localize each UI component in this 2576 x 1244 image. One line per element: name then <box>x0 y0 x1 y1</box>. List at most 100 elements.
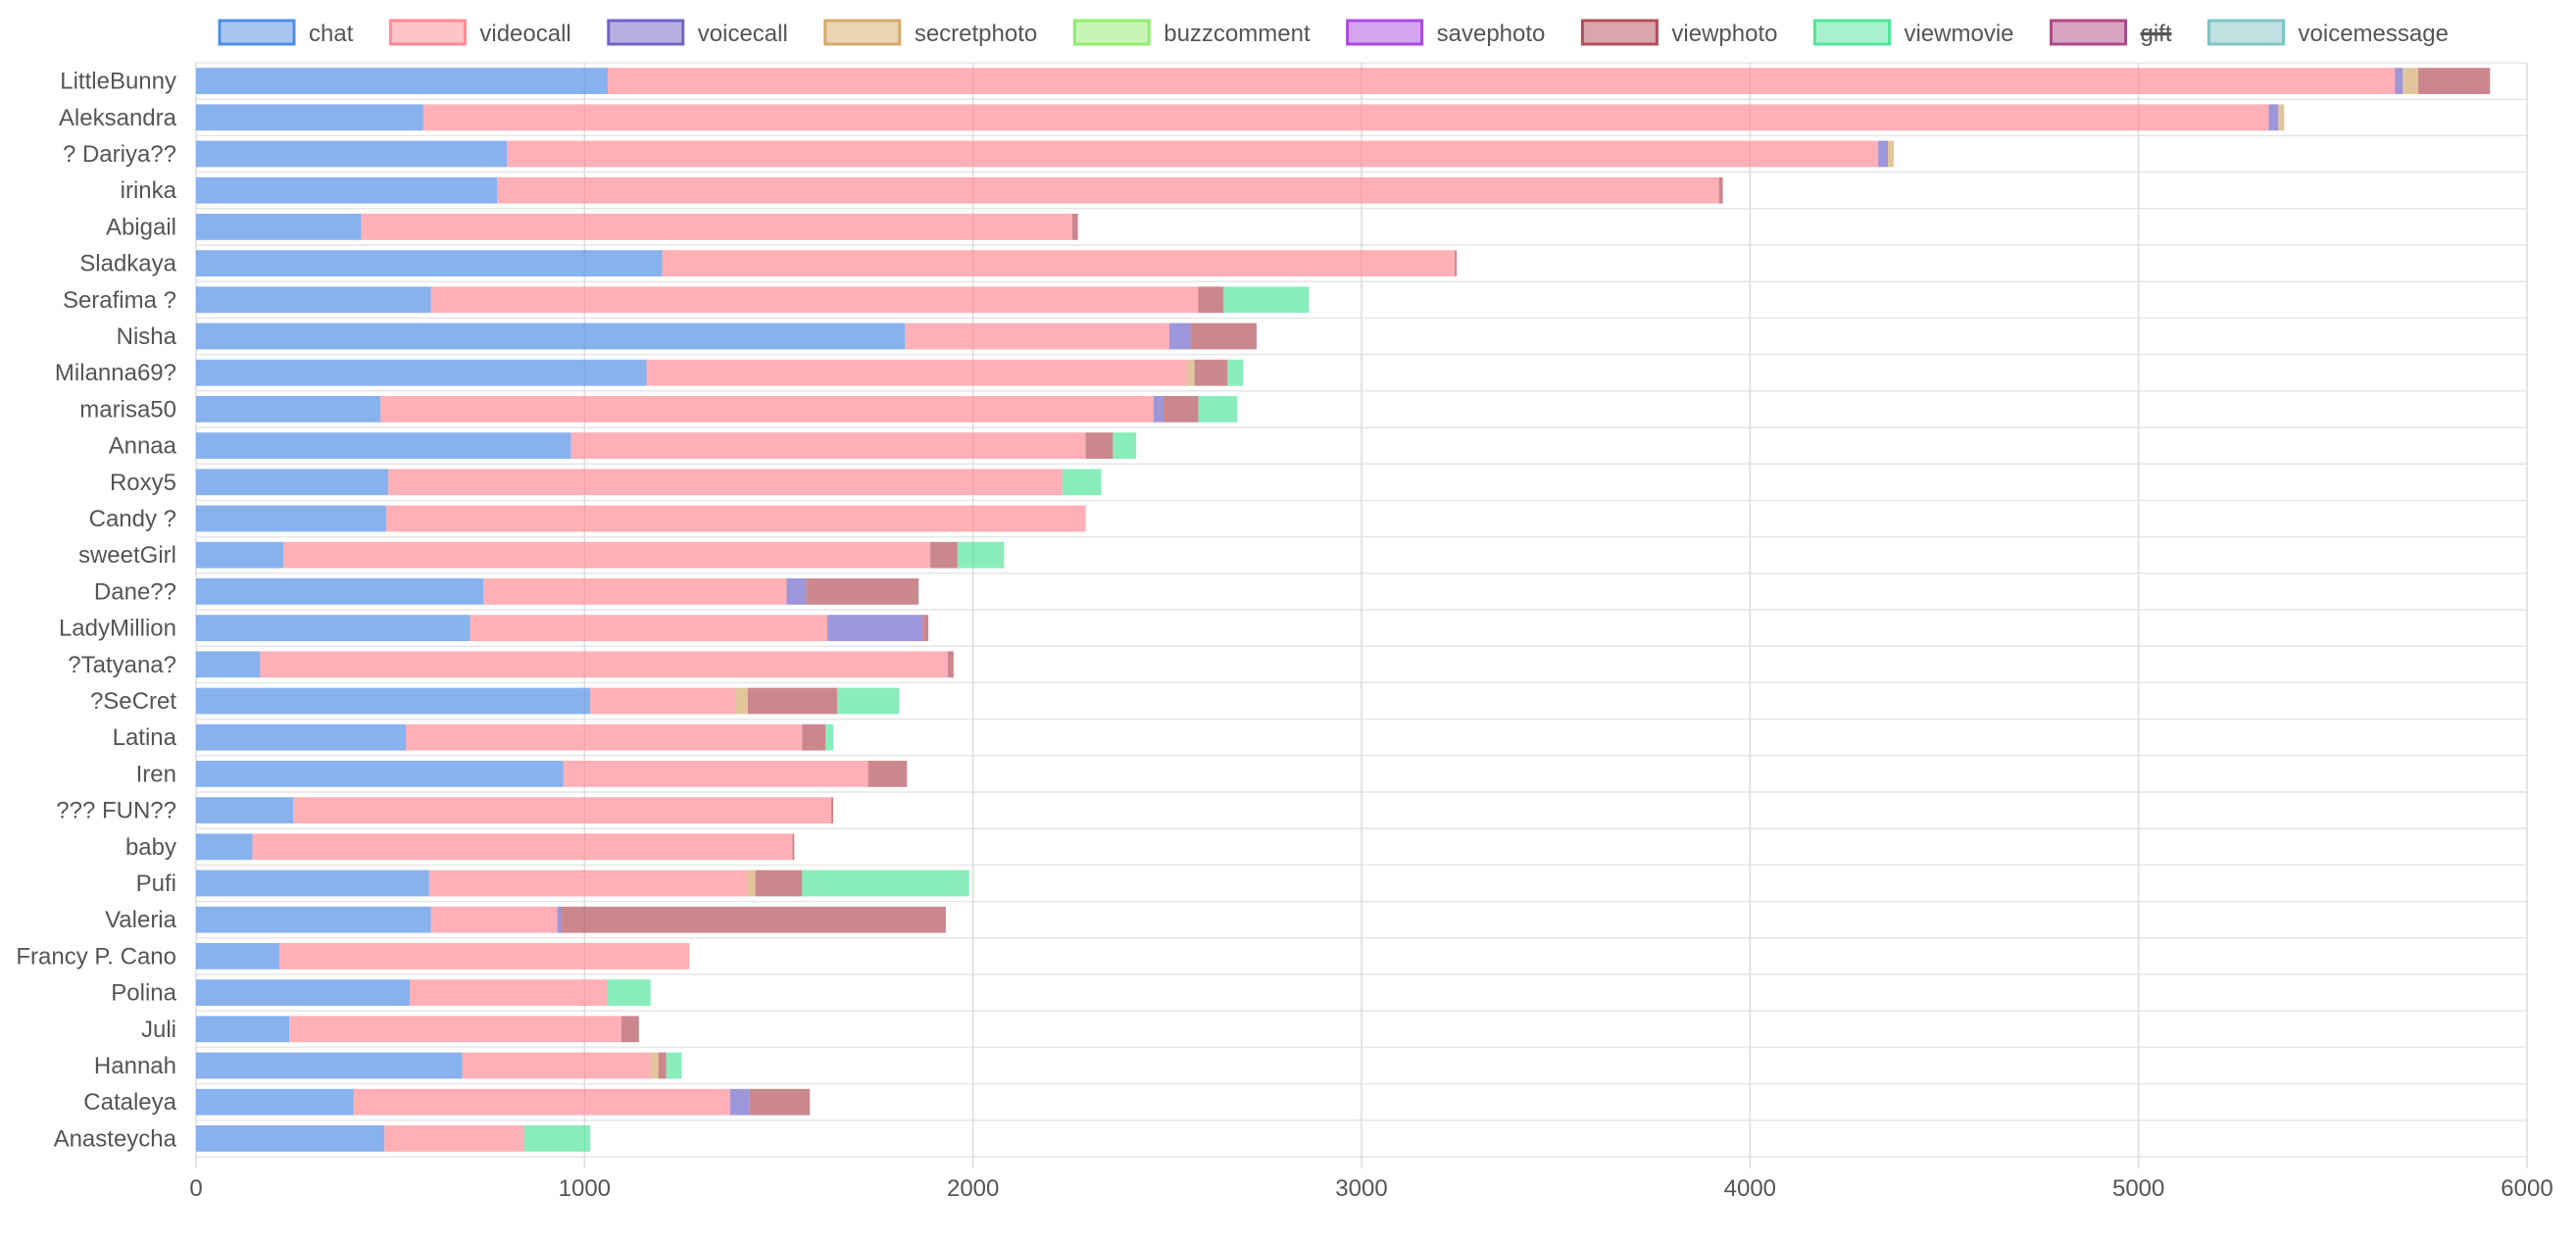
legend-item-buzzcomment[interactable]: buzzcomment <box>1072 19 1311 47</box>
bar-chat-francy-p-cano[interactable] <box>196 943 280 970</box>
bar-videocall-anasteycha[interactable] <box>384 1125 524 1152</box>
bar-videocall-aleksandra[interactable] <box>422 104 2269 131</box>
bar-viewmovie-polina[interactable] <box>608 979 651 1006</box>
bar-secretphoto-milanna69[interactable] <box>1186 359 1195 386</box>
bar-viewphoto-hannah[interactable] <box>658 1052 667 1079</box>
bar-chat-candy[interactable] <box>196 505 387 532</box>
bar-viewphoto-valeria[interactable] <box>561 906 946 933</box>
bar-videocall-sladkaya[interactable] <box>662 250 1456 276</box>
bar-voicecall-aleksandra[interactable] <box>2268 104 2279 131</box>
bar-chat-iren[interactable] <box>196 761 564 787</box>
bar-viewphoto-sweetgirl[interactable] <box>930 541 958 569</box>
bar-videocall-irinka[interactable] <box>497 176 1719 204</box>
bar-chat-tatyana[interactable] <box>196 651 261 678</box>
bar-voicecall-dariya[interactable] <box>1878 140 1889 168</box>
bar-voicecall-dane[interactable] <box>786 578 807 605</box>
bar-viewmovie-sweetgirl[interactable] <box>957 541 1005 569</box>
bar-chat-ladymillion[interactable] <box>196 615 471 641</box>
bar-voicecall-valeria[interactable] <box>557 906 562 933</box>
bar-videocall-latina[interactable] <box>406 723 803 751</box>
bar-videocall-littlebunny[interactable] <box>608 68 2396 94</box>
bar-chat-hannah[interactable] <box>196 1052 463 1079</box>
bar-viewmovie-pufi[interactable] <box>802 870 969 897</box>
legend-item-voicemessage[interactable]: voicemessage <box>2207 19 2449 47</box>
legend-item-voicecall[interactable]: voicecall <box>607 19 788 47</box>
bar-secretphoto-pufi[interactable] <box>747 870 756 897</box>
bar-chat-polina[interactable] <box>196 979 410 1006</box>
bar-viewphoto-cataleya[interactable] <box>749 1088 811 1116</box>
legend-item-viewmovie[interactable]: viewmovie <box>1812 19 2014 47</box>
bar-chat-cataleya[interactable] <box>196 1088 354 1116</box>
bar-viewphoto-serafima[interactable] <box>1198 286 1224 314</box>
bar-viewphoto-marisa50[interactable] <box>1163 396 1199 423</box>
bar-viewphoto-dane[interactable] <box>806 578 919 605</box>
legend-item-videocall[interactable]: videocall <box>388 19 571 47</box>
bar-viewphoto-littlebunny[interactable] <box>2418 68 2491 94</box>
bar-chat-abigail[interactable] <box>196 214 362 240</box>
bar-videocall-annaa[interactable] <box>570 432 1086 459</box>
bar-secretphoto-littlebunny[interactable] <box>2403 68 2419 94</box>
bar-chat-annaa[interactable] <box>196 432 571 459</box>
bar-chat-dane[interactable] <box>196 578 484 605</box>
bar-voicecall-ladymillion[interactable] <box>827 615 923 641</box>
bar-videocall-secret[interactable] <box>590 687 736 715</box>
bar-videocall-fun[interactable] <box>293 797 832 823</box>
bar-videocall-polina[interactable] <box>409 979 609 1006</box>
bar-viewphoto-ladymillion[interactable] <box>922 615 929 641</box>
bar-chat-latina[interactable] <box>196 723 407 751</box>
bar-videocall-serafima[interactable] <box>430 286 1199 314</box>
legend-item-secretphoto[interactable]: secretphoto <box>823 19 1037 47</box>
bar-viewphoto-abigail[interactable] <box>1071 214 1078 240</box>
bar-videocall-roxy5[interactable] <box>388 469 1063 496</box>
bar-viewphoto-iren[interactable] <box>867 761 908 787</box>
bar-viewmovie-secret[interactable] <box>836 687 900 715</box>
bar-voicecall-littlebunny[interactable] <box>2395 68 2403 94</box>
bar-viewphoto-latina[interactable] <box>802 723 826 751</box>
bar-viewphoto-juli[interactable] <box>620 1016 639 1043</box>
bar-chat-littlebunny[interactable] <box>196 68 609 94</box>
bar-chat-valeria[interactable] <box>196 906 431 933</box>
bar-secretphoto-hannah[interactable] <box>650 1052 659 1079</box>
legend-item-savephoto[interactable]: savephoto <box>1346 19 1546 47</box>
bar-voicecall-nisha[interactable] <box>1168 323 1191 350</box>
bar-chat-marisa50[interactable] <box>196 396 381 423</box>
bar-viewmovie-latina[interactable] <box>825 723 833 751</box>
bar-viewmovie-serafima[interactable] <box>1223 286 1310 314</box>
bar-viewphoto-nisha[interactable] <box>1190 323 1257 350</box>
bar-videocall-milanna69[interactable] <box>646 359 1187 386</box>
bar-voicecall-cataleya[interactable] <box>729 1088 750 1116</box>
bar-videocall-cataleya[interactable] <box>353 1088 730 1116</box>
bar-videocall-francy-p-cano[interactable] <box>279 943 690 970</box>
legend-item-chat[interactable]: chat <box>218 19 354 47</box>
bar-chat-secret[interactable] <box>196 687 591 715</box>
bar-chat-milanna69[interactable] <box>196 359 647 386</box>
bar-secretphoto-secret[interactable] <box>735 687 748 715</box>
bar-videocall-nisha[interactable] <box>905 323 1169 350</box>
bar-viewphoto-pufi[interactable] <box>755 870 803 897</box>
bar-videocall-iren[interactable] <box>563 761 868 787</box>
bar-secretphoto-aleksandra[interactable] <box>2278 104 2285 131</box>
bar-viewphoto-sladkaya[interactable] <box>1455 250 1458 276</box>
bar-chat-serafima[interactable] <box>196 286 431 314</box>
bar-videocall-sweetgirl[interactable] <box>283 541 931 569</box>
bar-chat-baby[interactable] <box>196 833 253 861</box>
bar-voicecall-marisa50[interactable] <box>1153 396 1164 423</box>
bar-viewphoto-tatyana[interactable] <box>947 651 954 678</box>
bar-videocall-juli[interactable] <box>289 1016 621 1043</box>
bar-chat-dariya[interactable] <box>196 140 508 168</box>
bar-videocall-hannah[interactable] <box>462 1052 651 1079</box>
bar-viewmovie-annaa[interactable] <box>1113 432 1137 459</box>
bar-chat-anasteycha[interactable] <box>196 1125 385 1152</box>
bar-viewphoto-fun[interactable] <box>831 797 833 823</box>
bar-videocall-marisa50[interactable] <box>380 396 1154 423</box>
bar-viewphoto-annaa[interactable] <box>1085 432 1114 459</box>
bar-secretphoto-dariya[interactable] <box>1888 140 1894 168</box>
bar-videocall-candy[interactable] <box>386 505 1086 532</box>
bar-viewphoto-baby[interactable] <box>792 833 795 861</box>
bar-viewmovie-marisa50[interactable] <box>1198 396 1238 423</box>
bar-videocall-ladymillion[interactable] <box>470 615 828 641</box>
bar-videocall-pufi[interactable] <box>428 870 748 897</box>
legend-item-viewphoto[interactable]: viewphoto <box>1580 19 1777 47</box>
bar-chat-juli[interactable] <box>196 1016 290 1043</box>
bar-viewmovie-anasteycha[interactable] <box>523 1125 591 1152</box>
